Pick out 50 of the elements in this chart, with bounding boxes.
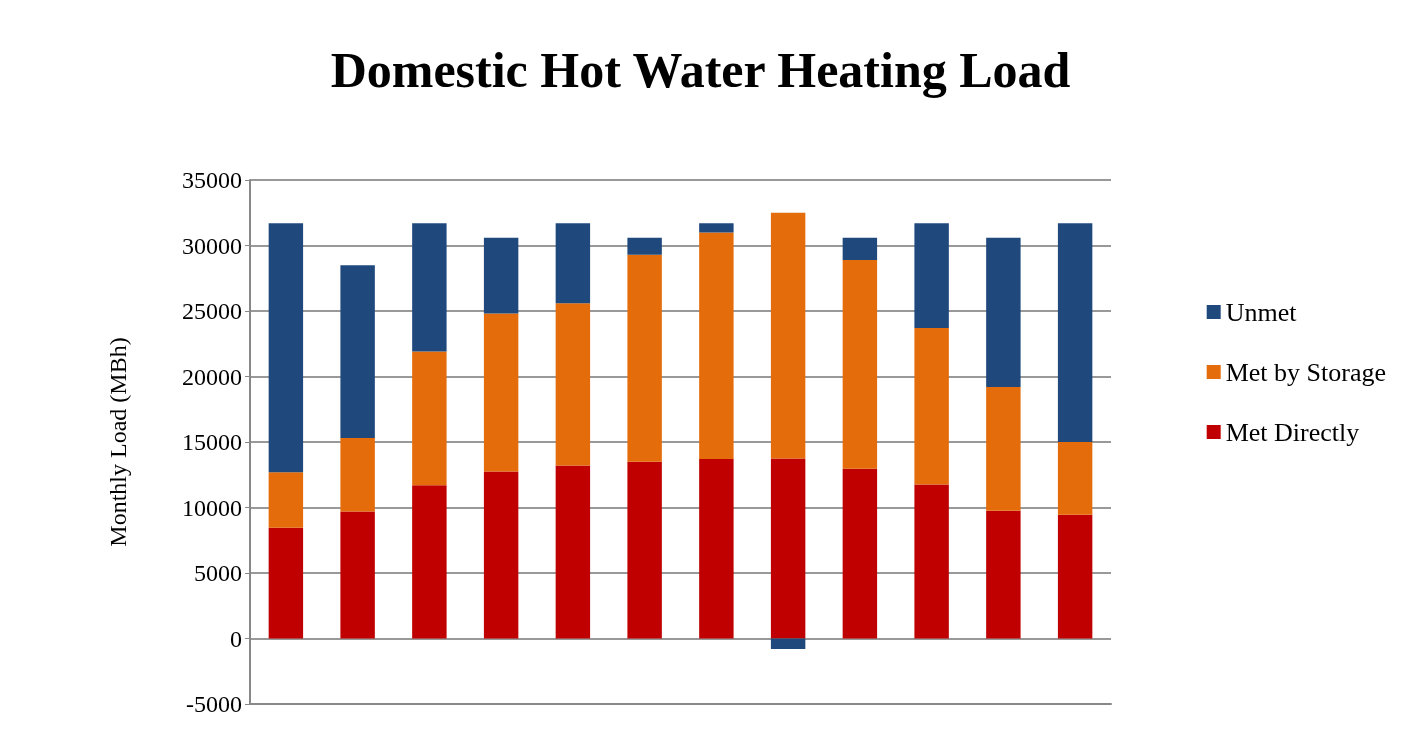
y-tick-label: 15000 [182,429,242,455]
y-tick-label: 30000 [182,232,242,259]
bar [627,237,662,255]
bar [914,328,949,485]
bar [340,265,375,439]
bar [914,484,949,639]
bar [627,254,662,462]
bar [699,223,734,233]
bar [555,303,591,466]
bar [699,459,734,639]
bar [627,461,662,639]
bar [1057,442,1093,515]
y-tick-label: 10000 [182,494,242,521]
bar [842,468,878,639]
bar [770,212,806,459]
bar [412,485,447,639]
bar [412,351,447,486]
bar [1057,223,1093,442]
bar [483,471,519,639]
legend-label: Met by Storage [1225,357,1387,387]
bar [412,223,447,352]
bar [699,232,734,460]
y-tick-label: -5000 [186,691,242,717]
bar [268,527,304,639]
bar [483,313,519,472]
bar [340,438,375,512]
bar [268,472,304,528]
y-axis-title: Monthly Load (MBh) [105,337,131,547]
bar [555,465,591,639]
y-tick-label: 25000 [182,298,242,324]
y-tick-label: 20000 [182,363,242,390]
bar [770,458,806,639]
bar [842,237,878,260]
bar [914,223,949,329]
bar [986,237,1021,387]
bar [842,259,878,469]
chart-title: Domestic Hot Water Heating Load [330,42,1071,98]
bar [986,510,1021,639]
bar [340,511,375,639]
legend-label: Met Directly [1225,417,1360,447]
bar [770,638,806,649]
bar [986,386,1021,511]
bar [555,223,591,304]
bar [268,223,304,473]
y-tick-label: 5000 [194,560,242,586]
legend-label: Unmet [1225,297,1298,327]
y-tick-label: 0 [230,625,242,652]
bar [483,237,519,314]
bar [1057,514,1093,639]
y-tick-label: 35000 [182,167,242,193]
